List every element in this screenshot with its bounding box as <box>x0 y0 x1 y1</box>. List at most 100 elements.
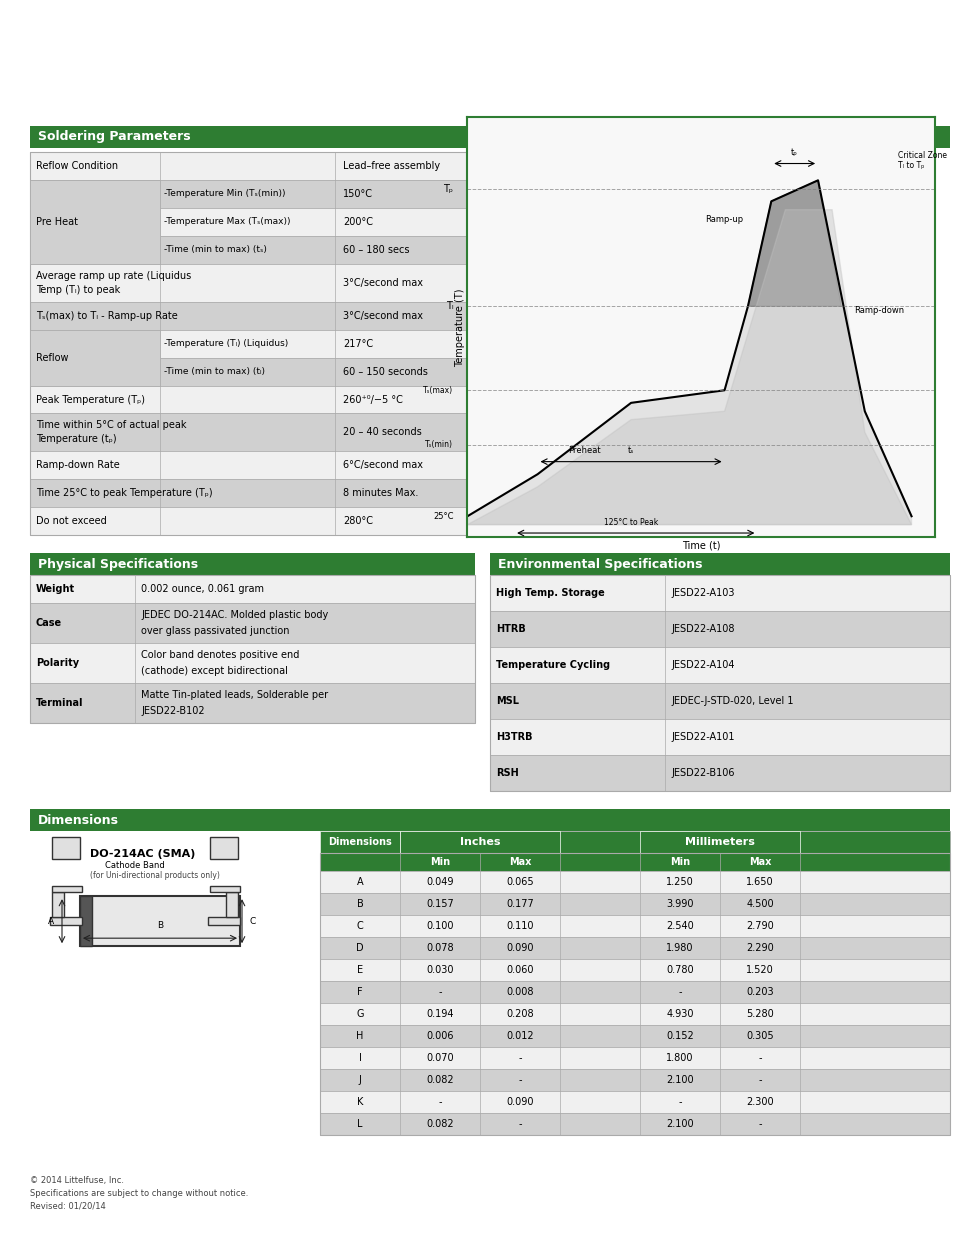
Text: tₛ: tₛ <box>627 446 634 456</box>
Bar <box>490 576 949 792</box>
Bar <box>490 719 949 756</box>
Text: Matte Tin-plated leads, Solderable per: Matte Tin-plated leads, Solderable per <box>141 690 328 700</box>
Bar <box>319 1003 949 1025</box>
Bar <box>319 1047 949 1070</box>
Bar <box>639 831 800 853</box>
Text: -: - <box>758 1053 760 1063</box>
Text: 0.100: 0.100 <box>426 921 454 931</box>
Text: Do not exceed: Do not exceed <box>36 516 107 526</box>
Text: K: K <box>356 1097 363 1107</box>
Text: -: - <box>437 987 441 997</box>
Bar <box>30 452 475 479</box>
Text: 200°C: 200°C <box>343 216 373 226</box>
Text: 0.177: 0.177 <box>506 899 534 909</box>
Bar <box>319 1025 949 1047</box>
Text: 260⁺⁰/−5 °C: 260⁺⁰/−5 °C <box>343 394 402 405</box>
Polygon shape <box>747 180 841 306</box>
Bar <box>30 414 475 452</box>
Bar <box>30 301 475 330</box>
Bar <box>30 576 475 724</box>
Text: B: B <box>356 899 363 909</box>
Text: MSL: MSL <box>496 697 518 706</box>
Text: JEDEC DO-214AC. Molded plastic body: JEDEC DO-214AC. Molded plastic body <box>141 610 328 620</box>
Text: Tₛ(max): Tₛ(max) <box>423 385 453 395</box>
Text: -: - <box>758 1119 760 1129</box>
Text: -Time (min to max) (tₗ): -Time (min to max) (tₗ) <box>164 367 265 375</box>
Bar <box>210 837 237 860</box>
Bar <box>319 853 949 871</box>
Text: 0.090: 0.090 <box>506 944 533 953</box>
Text: A: A <box>48 916 54 926</box>
Text: 2.100: 2.100 <box>665 1076 693 1086</box>
Text: (cathode) except bidirectional: (cathode) except bidirectional <box>141 667 288 677</box>
Text: -: - <box>517 1119 521 1129</box>
Text: Specifications are subject to change without notice.: Specifications are subject to change wit… <box>30 1188 248 1198</box>
Bar <box>490 647 949 683</box>
Text: Soldering Parameters: Soldering Parameters <box>38 130 191 143</box>
Text: JESD22-A108: JESD22-A108 <box>670 625 734 635</box>
Bar <box>30 357 475 385</box>
Text: 0.006: 0.006 <box>426 1031 454 1041</box>
Bar <box>226 892 237 918</box>
Text: Peak Temperature (Tₚ): Peak Temperature (Tₚ) <box>36 394 145 405</box>
X-axis label: Time (t): Time (t) <box>681 540 720 550</box>
Text: H: H <box>355 1031 363 1041</box>
Text: Average ramp up rate (Liquidus: Average ramp up rate (Liquidus <box>36 270 191 280</box>
Y-axis label: Temperature (T): Temperature (T) <box>455 288 464 367</box>
Text: over glass passivated junction: over glass passivated junction <box>141 626 289 636</box>
Text: -: - <box>517 1053 521 1063</box>
Text: Lead–free assembly: Lead–free assembly <box>343 161 439 170</box>
Text: 0.110: 0.110 <box>506 921 533 931</box>
Bar <box>30 207 475 236</box>
Bar <box>30 330 475 357</box>
Text: C: C <box>356 921 363 931</box>
Text: A: A <box>356 877 363 887</box>
Text: 217°C: 217°C <box>343 338 373 348</box>
Text: JESD22-B102: JESD22-B102 <box>141 706 204 716</box>
Text: High Temp. Storage: High Temp. Storage <box>496 588 604 599</box>
Text: 0.030: 0.030 <box>426 966 454 976</box>
Text: H3TRB: H3TRB <box>496 732 532 742</box>
Bar <box>210 887 240 892</box>
Text: 2.790: 2.790 <box>745 921 773 931</box>
Text: Expertise Applied | Answers Delivered: Expertise Applied | Answers Delivered <box>743 68 904 77</box>
Bar <box>30 479 475 508</box>
Bar <box>30 179 475 207</box>
Text: Polarity: Polarity <box>36 658 79 668</box>
Text: Environmental Specifications: Environmental Specifications <box>497 558 701 571</box>
Text: Revised: 01/20/14: Revised: 01/20/14 <box>30 1202 106 1210</box>
Text: Terminal: Terminal <box>36 698 84 709</box>
Text: -Temperature Max (Tₛ(max)): -Temperature Max (Tₛ(max)) <box>164 217 291 226</box>
Bar <box>52 887 82 892</box>
Text: 0.203: 0.203 <box>745 987 773 997</box>
Text: HTRB: HTRB <box>496 625 525 635</box>
Text: 0.049: 0.049 <box>426 877 454 887</box>
Bar <box>30 604 475 643</box>
Text: 0.060: 0.060 <box>506 966 533 976</box>
Text: -: - <box>758 1076 760 1086</box>
Text: 3°C/second max: 3°C/second max <box>343 278 422 288</box>
Text: 4.500: 4.500 <box>745 899 773 909</box>
Text: 0.157: 0.157 <box>426 899 454 909</box>
Bar <box>30 508 475 536</box>
Bar <box>319 831 949 853</box>
Text: JESD22-A104: JESD22-A104 <box>670 661 734 671</box>
Text: Case: Case <box>36 619 62 629</box>
Text: tₚ: tₚ <box>790 148 798 157</box>
Text: 0.780: 0.780 <box>665 966 693 976</box>
Bar <box>319 1113 949 1135</box>
Text: Temp (Tₗ) to peak: Temp (Tₗ) to peak <box>36 284 120 295</box>
Bar <box>319 1070 949 1091</box>
Bar <box>30 385 475 414</box>
Bar <box>319 981 949 1003</box>
Text: 1.520: 1.520 <box>745 966 773 976</box>
Bar <box>30 683 475 724</box>
Text: -: - <box>678 987 681 997</box>
Text: 5.280: 5.280 <box>745 1009 773 1019</box>
Text: 0.208: 0.208 <box>506 1009 534 1019</box>
Text: JESD22-A103: JESD22-A103 <box>670 588 734 599</box>
Text: Surface Mount – 400W > P4SMA series: Surface Mount – 400W > P4SMA series <box>76 61 345 75</box>
Text: Inches: Inches <box>459 837 499 847</box>
Text: Ramp-down: Ramp-down <box>853 306 902 315</box>
Text: Ramp-down Rate: Ramp-down Rate <box>36 461 120 471</box>
